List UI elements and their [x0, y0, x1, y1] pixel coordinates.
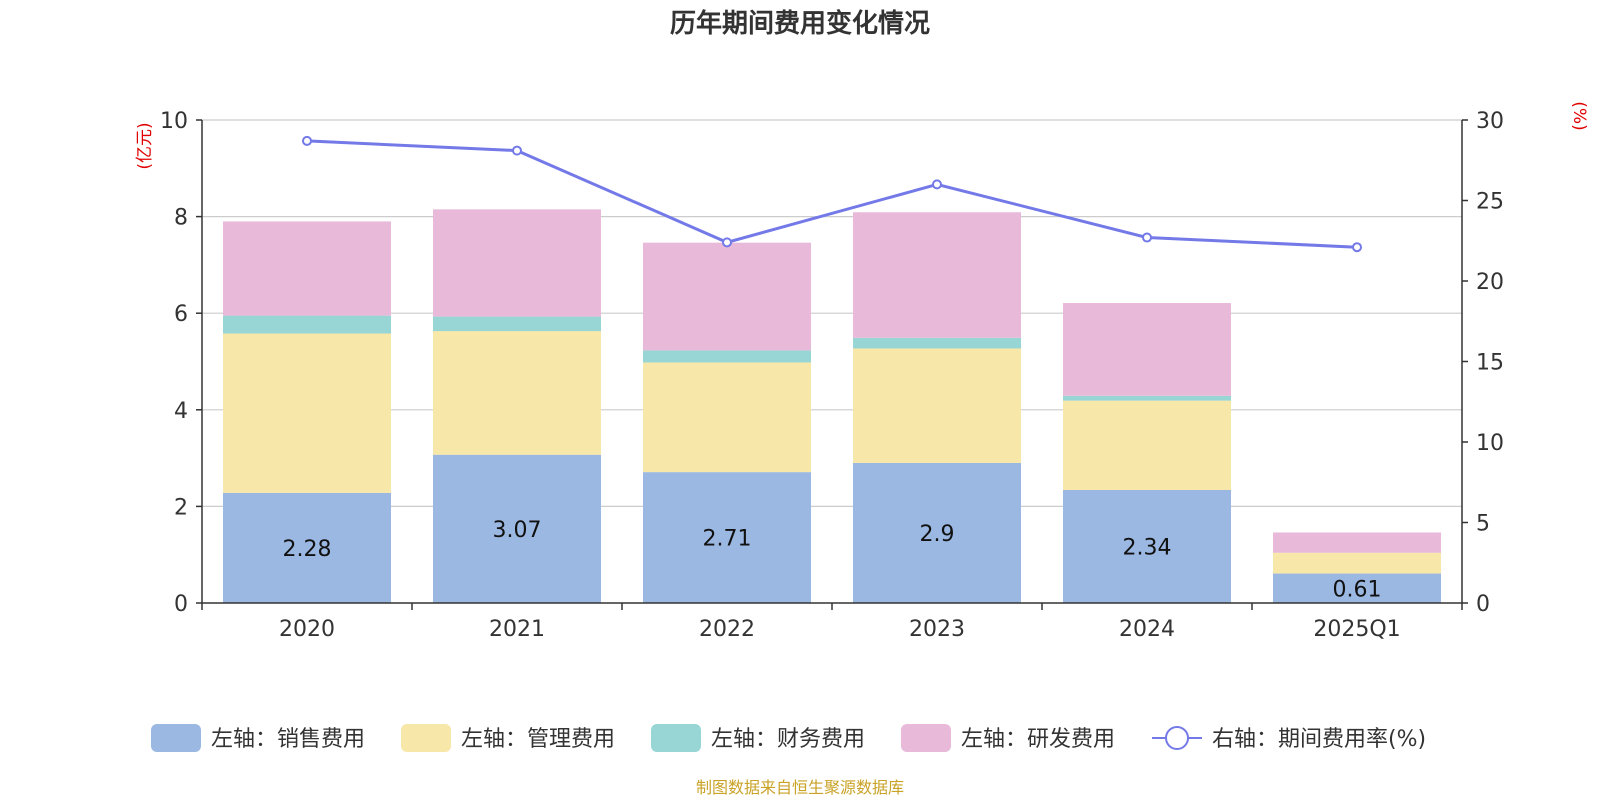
bar-value-label: 2.9 [920, 522, 955, 547]
legend-label: 左轴：销售费用 [211, 727, 365, 752]
bar-segment [433, 454, 601, 603]
bar-value-label: 2.34 [1123, 535, 1172, 560]
legend: 左轴：销售费用 左轴：管理费用 左轴：财务费用 左轴：研发费用 右轴：期间费用率(%) [151, 724, 1426, 752]
axes-layer: 0 2 4 6 8 10 0 5 10 15 20 25 30 2020 2021 2022 2023 2024 2… [160, 109, 1504, 642]
right-tick-label: 5 [1476, 512, 1490, 537]
x-tick-label: 2022 [699, 617, 755, 642]
bar-segment [1273, 552, 1441, 574]
bar-segment [1063, 303, 1231, 396]
legend-swatch [401, 724, 451, 752]
chart-title: 历年期间费用变化情况 [670, 8, 930, 39]
bar-segment [1063, 400, 1231, 490]
bar-labels-layer: 2.28 3.07 2.71 2.9 2.34 0.61 [283, 518, 1382, 602]
left-axis-label: (亿元) [135, 122, 155, 169]
legend-label: 左轴：财务费用 [711, 727, 865, 752]
line-layer [302, 135, 1362, 253]
bar-value-label: 0.61 [1333, 577, 1382, 602]
bar-segment [1273, 573, 1441, 603]
bar-segment [1063, 395, 1231, 401]
legend-label: 左轴：管理费用 [461, 727, 615, 752]
legend-marker [1165, 726, 1189, 750]
bar-segment [223, 221, 391, 316]
rate-point [1142, 232, 1152, 243]
bar-segment [223, 315, 391, 334]
bar-segment [433, 209, 601, 317]
legend-label: 左轴：研发费用 [961, 727, 1115, 752]
x-tick-label: 2023 [909, 617, 965, 642]
bar-segment [643, 242, 811, 351]
source-note: 制图数据来自恒生聚源数据库 [696, 778, 904, 797]
right-tick-label: 20 [1476, 270, 1504, 295]
rate-point [1352, 242, 1362, 253]
rate-line [306, 139, 1358, 249]
bar-segment [1273, 532, 1441, 553]
bar-segment [643, 350, 811, 363]
bar-segment [223, 492, 391, 603]
bar-segment [223, 333, 391, 493]
bar-segment [433, 316, 601, 332]
right-tick-label: 10 [1476, 431, 1504, 456]
legend-swatch [651, 724, 701, 752]
x-tick-label: 2020 [279, 617, 335, 642]
bar-value-label: 3.07 [493, 518, 542, 543]
legend-swatch [901, 724, 951, 752]
left-tick-label: 6 [174, 302, 188, 327]
rate-point [302, 135, 312, 146]
left-tick-label: 0 [174, 592, 188, 617]
right-axis-label: (%) [1569, 101, 1589, 130]
x-tick-label: 2021 [489, 617, 545, 642]
bar-segment [853, 212, 1021, 338]
rate-point [722, 237, 732, 248]
bar-value-label: 2.28 [283, 537, 332, 562]
bar-segment [853, 462, 1021, 603]
bar-value-label: 2.71 [703, 527, 752, 552]
legend-swatch [151, 724, 201, 752]
bars-layer [223, 209, 1441, 603]
bar-segment [853, 337, 1021, 349]
bar-segment [643, 362, 811, 473]
rate-point [512, 145, 522, 156]
right-tick-label: 25 [1476, 190, 1504, 215]
left-tick-label: 10 [160, 109, 188, 134]
left-tick-label: 8 [174, 206, 188, 231]
grid-lines [202, 119, 1462, 507]
legend-label: 右轴：期间费用率(%) [1212, 727, 1426, 752]
right-tick-label: 0 [1476, 592, 1490, 617]
left-tick-label: 4 [174, 399, 188, 424]
bar-segment [433, 331, 601, 455]
x-tick-label: 2024 [1119, 617, 1175, 642]
right-tick-label: 30 [1476, 109, 1504, 134]
rate-point [932, 179, 942, 190]
bar-segment [853, 348, 1021, 463]
bar-segment [1063, 489, 1231, 603]
bar-segment [643, 472, 811, 603]
right-tick-label: 15 [1476, 351, 1504, 376]
x-tick-label: 2025Q1 [1313, 617, 1400, 642]
left-tick-label: 2 [174, 495, 188, 520]
